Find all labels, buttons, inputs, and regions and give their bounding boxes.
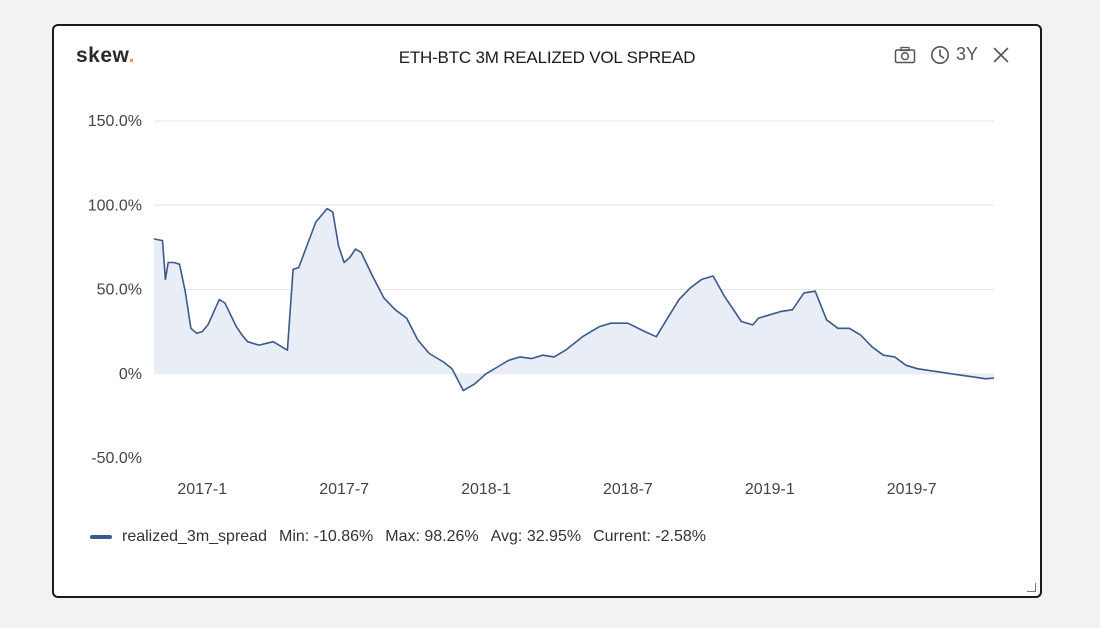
x-tick-label: 2018-1 (461, 481, 511, 498)
x-axis-ticks: 2017-1 2017-7 2018-1 2018-7 2019-1 2019-7 (177, 481, 936, 498)
y-tick-label: 0% (119, 366, 142, 383)
chart-title: ETH-BTC 3M REALIZED VOL SPREAD (398, 48, 696, 67)
range-label: 3Y (955, 44, 978, 64)
series-area-fill (154, 208, 994, 391)
x-tick-label: 2018-7 (603, 481, 653, 498)
logo-text: skew (76, 44, 129, 67)
close-icon[interactable] (992, 46, 1010, 64)
y-tick-label: 50.0% (97, 282, 142, 299)
x-tick-label: 2019-7 (887, 481, 937, 498)
skew-logo: skew. (76, 44, 135, 68)
y-tick-label: -50.0% (91, 450, 142, 467)
area-chart: 150.0%100.0%50.0%0%-50.0% 2017-1 2017-7 20… (88, 113, 995, 498)
x-tick-label: 2017-1 (177, 481, 227, 498)
logo-dot: . (128, 44, 135, 67)
legend-swatch (90, 535, 112, 539)
legend-current: Current: -2.58% (593, 528, 707, 545)
clock-icon (930, 45, 949, 64)
legend-max: Max: 98.26% (385, 528, 479, 545)
legend-series-name[interactable]: realized_3m_spread (122, 528, 267, 545)
series-line (153, 207, 995, 392)
chart-legend: realized_3m_spread Min: -10.86% Max: 98.… (90, 528, 706, 546)
x-tick-label: 2017-7 (319, 481, 369, 498)
chart-card: skew. ETH-BTC 3M REALIZED VOL SPREAD 3Y … (52, 24, 1042, 598)
x-tick-label: 2019-1 (745, 481, 795, 498)
legend-min: Min: -10.86% (278, 528, 374, 545)
chart-controls: 3Y (894, 44, 1010, 65)
grid-lines (154, 120, 994, 375)
y-tick-label: 100.0% (88, 197, 142, 214)
y-axis-ticks: 150.0% 100.0% 50.0% 0% -50.0% (88, 113, 142, 467)
range-selector[interactable]: 3Y (930, 44, 978, 65)
y-tick-label: 150.0% (88, 113, 142, 130)
legend-avg: Avg: 32.95% (490, 528, 582, 545)
resize-handle[interactable] (1027, 583, 1036, 592)
camera-icon[interactable] (894, 46, 916, 64)
